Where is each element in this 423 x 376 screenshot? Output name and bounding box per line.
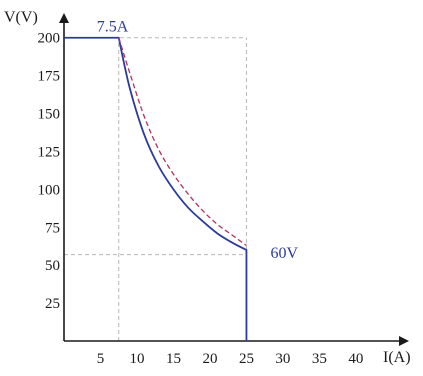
y-tick-label: 150 <box>38 107 61 123</box>
annotation-current: 7.5A <box>97 19 129 36</box>
x-tick-label: 40 <box>348 351 363 367</box>
series-line-dashed <box>118 37 247 246</box>
series-group <box>64 36 248 341</box>
axes <box>59 13 409 346</box>
x-tick-label: 35 <box>312 351 327 367</box>
y-tick-label: 25 <box>45 296 60 312</box>
x-axis-label: I(A) <box>383 349 411 366</box>
y-tick-label: 100 <box>38 182 61 198</box>
y-tick-label: 125 <box>38 144 61 160</box>
x-tick-label: 10 <box>129 351 144 367</box>
annotation-voltage: 60V <box>270 245 298 262</box>
series-line-solid <box>64 36 248 341</box>
x-tick-label: 5 <box>97 351 105 367</box>
y-tick-label: 175 <box>38 69 61 85</box>
y-tick-label: 50 <box>45 258 60 274</box>
y-tick-label: 75 <box>45 220 60 236</box>
annotations: 7.5A 60V <box>97 19 299 262</box>
y-tick-label: 200 <box>38 31 61 47</box>
y-axis-label: V(V) <box>4 9 38 26</box>
guide-lines <box>64 37 247 341</box>
x-tick-label: 20 <box>202 351 217 367</box>
x-tick-label: 15 <box>166 351 181 367</box>
x-tick-labels: 5 10 15 20 25 30 35 40 <box>97 351 364 367</box>
y-tick-labels: 25 50 75 100 125 150 175 200 <box>38 31 61 312</box>
x-tick-label: 30 <box>275 351 290 367</box>
x-tick-label: 25 <box>239 351 254 367</box>
